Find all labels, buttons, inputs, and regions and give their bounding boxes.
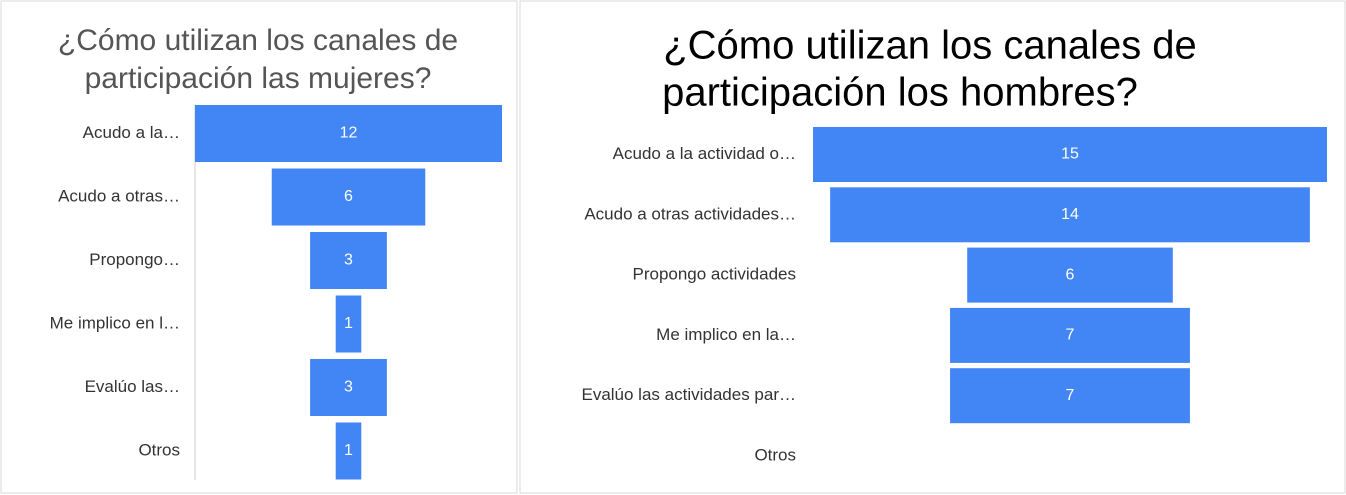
category-label: Evalúo las…	[85, 377, 180, 396]
bar	[271, 168, 426, 226]
value-label: 15	[1061, 146, 1079, 163]
bar	[967, 247, 1173, 303]
value-label: 6	[1066, 266, 1075, 283]
chart-title: participación los hombres?	[662, 71, 1138, 115]
category-label: Acudo a la actividad o…	[613, 144, 796, 163]
panel	[0, 0, 518, 494]
bar	[310, 359, 387, 416]
panel	[519, 0, 1346, 494]
category-label: Acudo a otras actividades…	[584, 204, 796, 223]
category-label: Otros	[138, 440, 180, 459]
category-label: Acudo a la…	[83, 123, 180, 142]
category-label: Me implico en l…	[50, 313, 180, 332]
category-label: Propongo actividades	[632, 265, 796, 284]
value-label: 6	[344, 188, 353, 205]
value-label: 14	[1061, 206, 1079, 223]
value-label: 3	[344, 379, 353, 396]
value-label: 7	[1066, 387, 1075, 404]
category-label: Evalúo las actividades par…	[581, 385, 796, 404]
bar	[830, 187, 1310, 243]
chart-title: ¿Cómo utilizan los canales de	[58, 24, 458, 57]
bar	[335, 295, 362, 353]
value-label: 1	[344, 315, 353, 332]
chart-title: ¿Cómo utilizan los canales de	[663, 24, 1197, 68]
category-label: Me implico en la…	[656, 325, 796, 344]
value-label: 1	[344, 442, 353, 459]
bar	[950, 368, 1190, 424]
bar	[195, 105, 502, 162]
bar	[335, 422, 362, 480]
category-label: Otros	[754, 445, 796, 464]
bar	[950, 307, 1190, 363]
value-label: 3	[344, 252, 353, 269]
bar	[310, 232, 387, 289]
category-label: Acudo a otras…	[58, 186, 180, 205]
value-label: 12	[340, 125, 358, 142]
category-label: Propongo…	[89, 250, 180, 269]
chart-title: participación las mujeres?	[85, 62, 432, 95]
bar	[813, 127, 1327, 182]
value-label: 7	[1066, 327, 1075, 344]
